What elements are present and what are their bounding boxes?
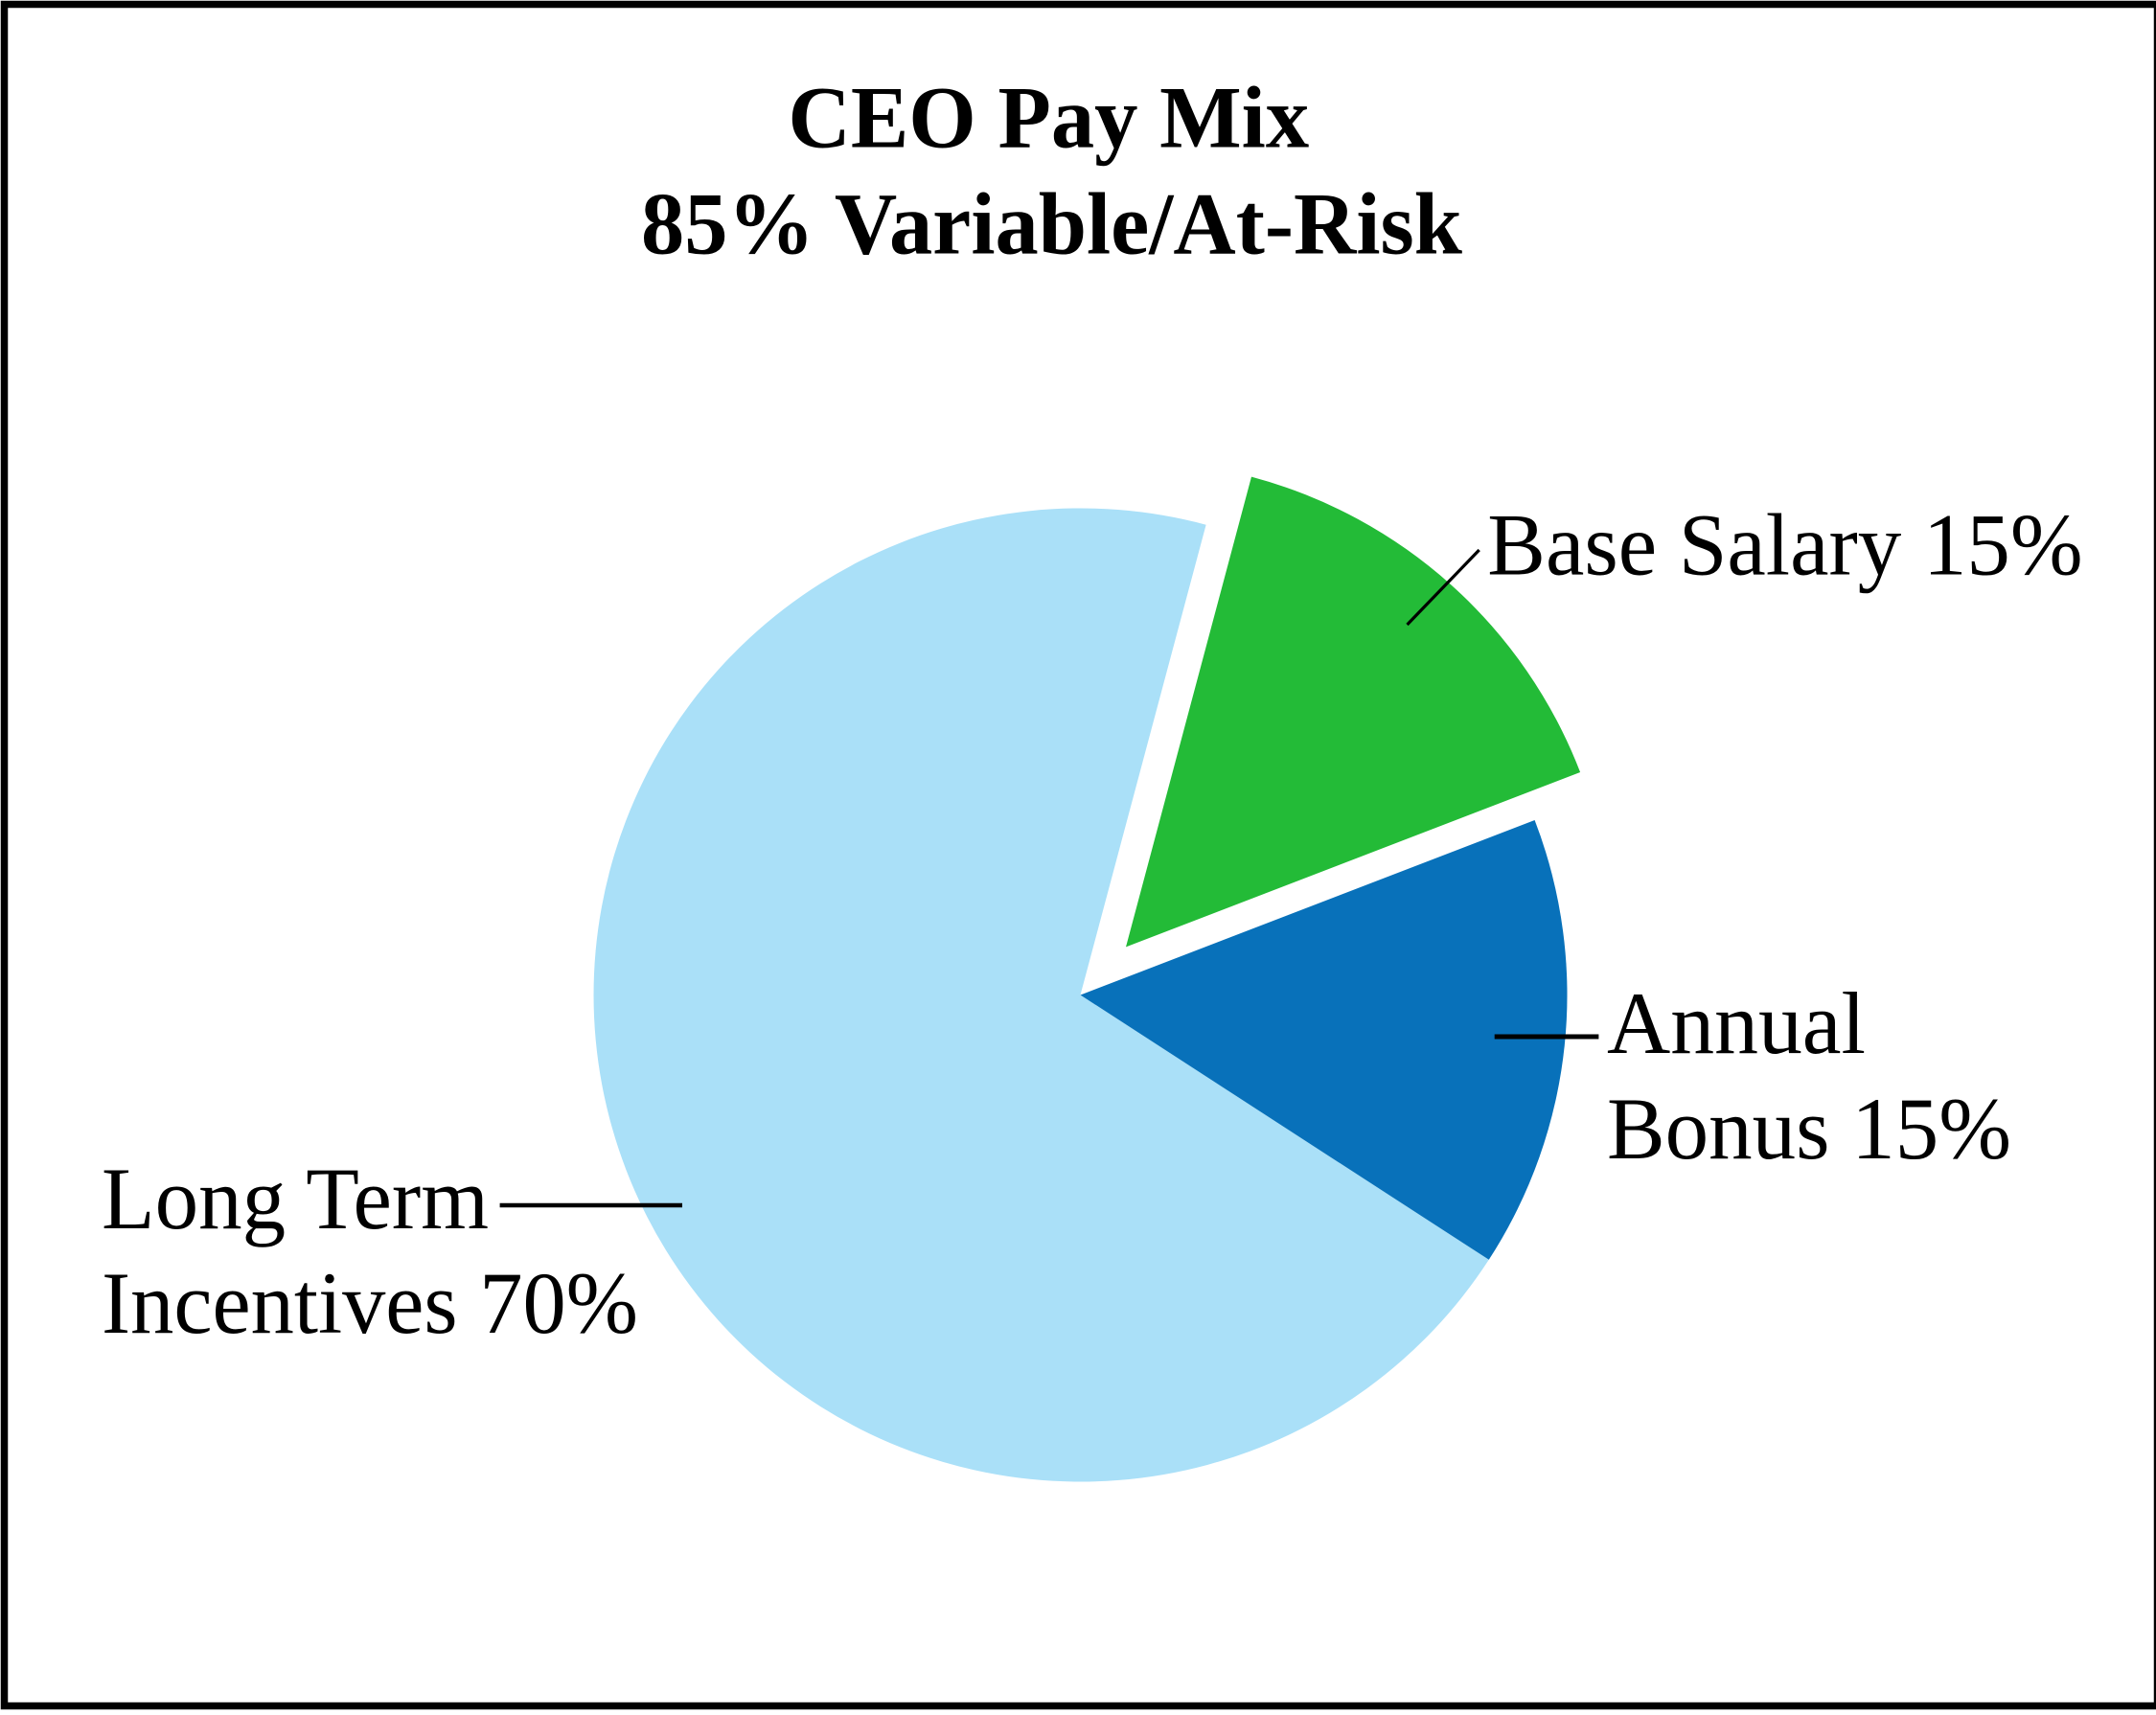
svg-text:Base Salary 15%: Base Salary 15% xyxy=(1487,495,2082,593)
svg-text:Annual: Annual xyxy=(1607,974,1866,1072)
svg-text:Bonus 15%: Bonus 15% xyxy=(1607,1080,2011,1178)
svg-text:Long Term: Long Term xyxy=(102,1150,489,1247)
svg-text:Incentives 70%: Incentives 70% xyxy=(102,1254,638,1352)
svg-text:85% Variable/At-Risk: 85% Variable/At-Risk xyxy=(641,175,1463,273)
svg-text:CEO Pay Mix: CEO Pay Mix xyxy=(788,69,1309,167)
